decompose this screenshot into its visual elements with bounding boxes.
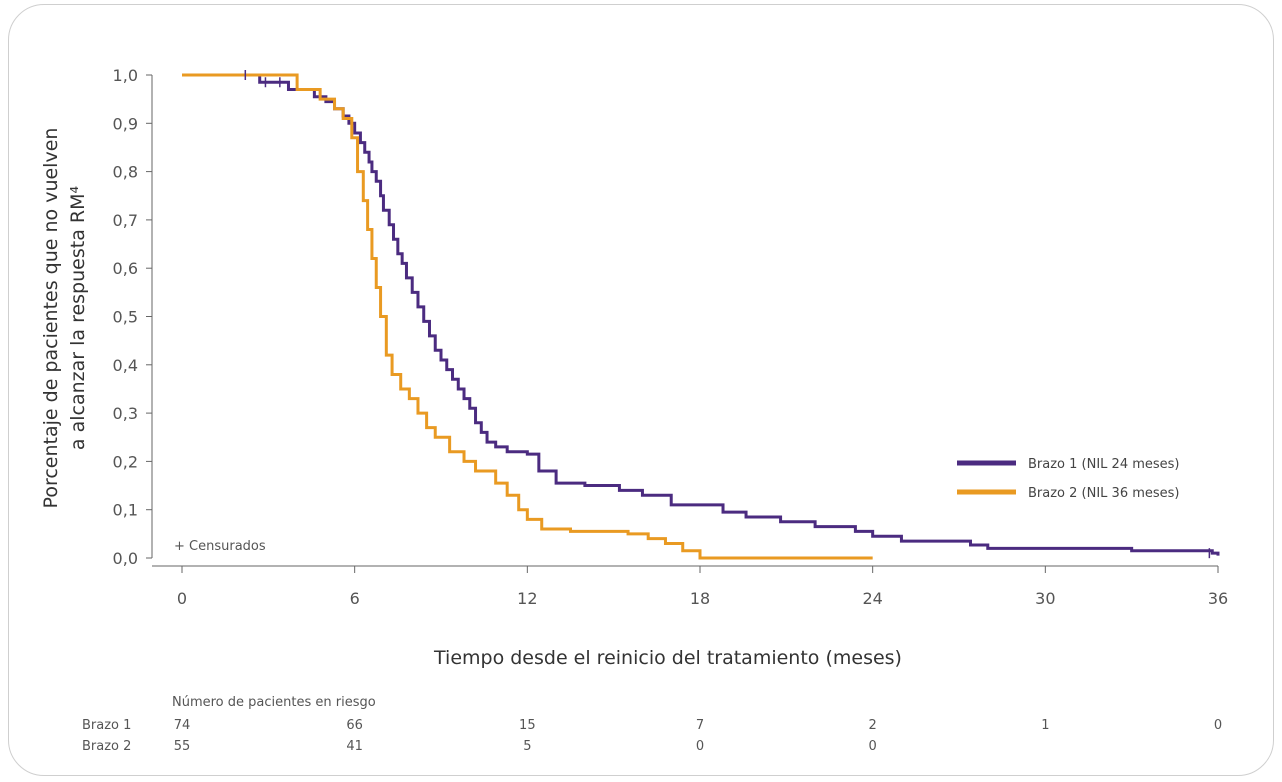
- risk-values: 74 66 15 7 2 1 0 55 41 5 0 0: [174, 718, 1222, 754]
- risk-table-title: Número de pacientes en riesgo: [172, 695, 376, 710]
- y-tick-label: 0,4: [113, 356, 138, 375]
- series-line-brazo-1: [182, 73, 1220, 556]
- risk-value: 55: [174, 739, 191, 754]
- x-axis: 0 6 12 18 24 30 36: [152, 565, 1228, 608]
- y-axis: 0,0 0,1 0,2 0,3 0,4 0,5 0,6 0,7 0,8 0,9 1,0: [113, 66, 153, 568]
- y-tick-label: 0,3: [113, 404, 138, 423]
- censor-note: + Censurados: [174, 539, 266, 554]
- x-tick-label: 30: [1035, 589, 1055, 608]
- x-axis-label: Tiempo desde el reinicio del tratamiento…: [433, 647, 902, 669]
- risk-value: 0: [696, 739, 704, 754]
- y-tick-label: 0,8: [113, 163, 138, 182]
- legend-label-brazo-2: Brazo 2 (NIL 36 meses): [1028, 486, 1180, 501]
- risk-value: 2: [869, 718, 877, 733]
- y-tick-label: 1,0: [113, 66, 138, 85]
- risk-row-label-brazo-1: Brazo 1: [82, 718, 131, 733]
- y-axis-label-line1: Porcentaje de pacientes que no vuelven: [40, 128, 62, 509]
- risk-value: 0: [869, 739, 877, 754]
- risk-value: 74: [174, 718, 191, 733]
- x-tick-label: 18: [690, 589, 710, 608]
- x-tick-label: 36: [1208, 589, 1228, 608]
- risk-value: 41: [346, 739, 363, 754]
- censor-marks: [244, 70, 1211, 559]
- risk-value: 15: [519, 718, 536, 733]
- risk-value: 0: [1214, 718, 1222, 733]
- x-tick-label: 12: [517, 589, 537, 608]
- legend-label-brazo-1: Brazo 1 (NIL 24 meses): [1028, 457, 1180, 472]
- risk-value: 5: [523, 739, 531, 754]
- y-tick-label: 0,9: [113, 114, 138, 133]
- y-tick-label: 0,7: [113, 211, 138, 230]
- survival-curves: [182, 73, 1220, 560]
- y-tick-label: 0,6: [113, 259, 138, 278]
- y-tick-label: 0,5: [113, 308, 138, 327]
- y-axis-label-line2: a alcanzar la respuesta RM⁴: [67, 186, 89, 451]
- risk-value: 7: [696, 718, 704, 733]
- x-tick-label: 24: [862, 589, 882, 608]
- series-line-brazo-2: [182, 73, 873, 560]
- risk-value: 66: [346, 718, 363, 733]
- y-tick-label: 0,2: [113, 452, 138, 471]
- risk-value: 1: [1041, 718, 1049, 733]
- risk-table: Número de pacientes en riesgo Brazo 1 Br…: [82, 695, 1222, 754]
- y-tick-label: 0,1: [113, 501, 138, 520]
- y-tick-label: 0,0: [113, 549, 138, 568]
- x-tick-label: 0: [177, 589, 187, 608]
- legend: Brazo 1 (NIL 24 meses) Brazo 2 (NIL 36 m…: [957, 457, 1180, 501]
- x-tick-label: 6: [350, 589, 360, 608]
- chart-card: [8, 4, 1274, 776]
- risk-row-label-brazo-2: Brazo 2: [82, 739, 131, 754]
